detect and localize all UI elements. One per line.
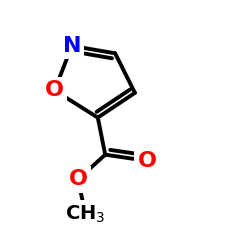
Text: O: O [45,80,64,100]
Text: O: O [138,151,157,171]
Text: N: N [62,36,81,56]
Text: O: O [68,170,87,190]
Text: CH$_3$: CH$_3$ [65,203,106,225]
